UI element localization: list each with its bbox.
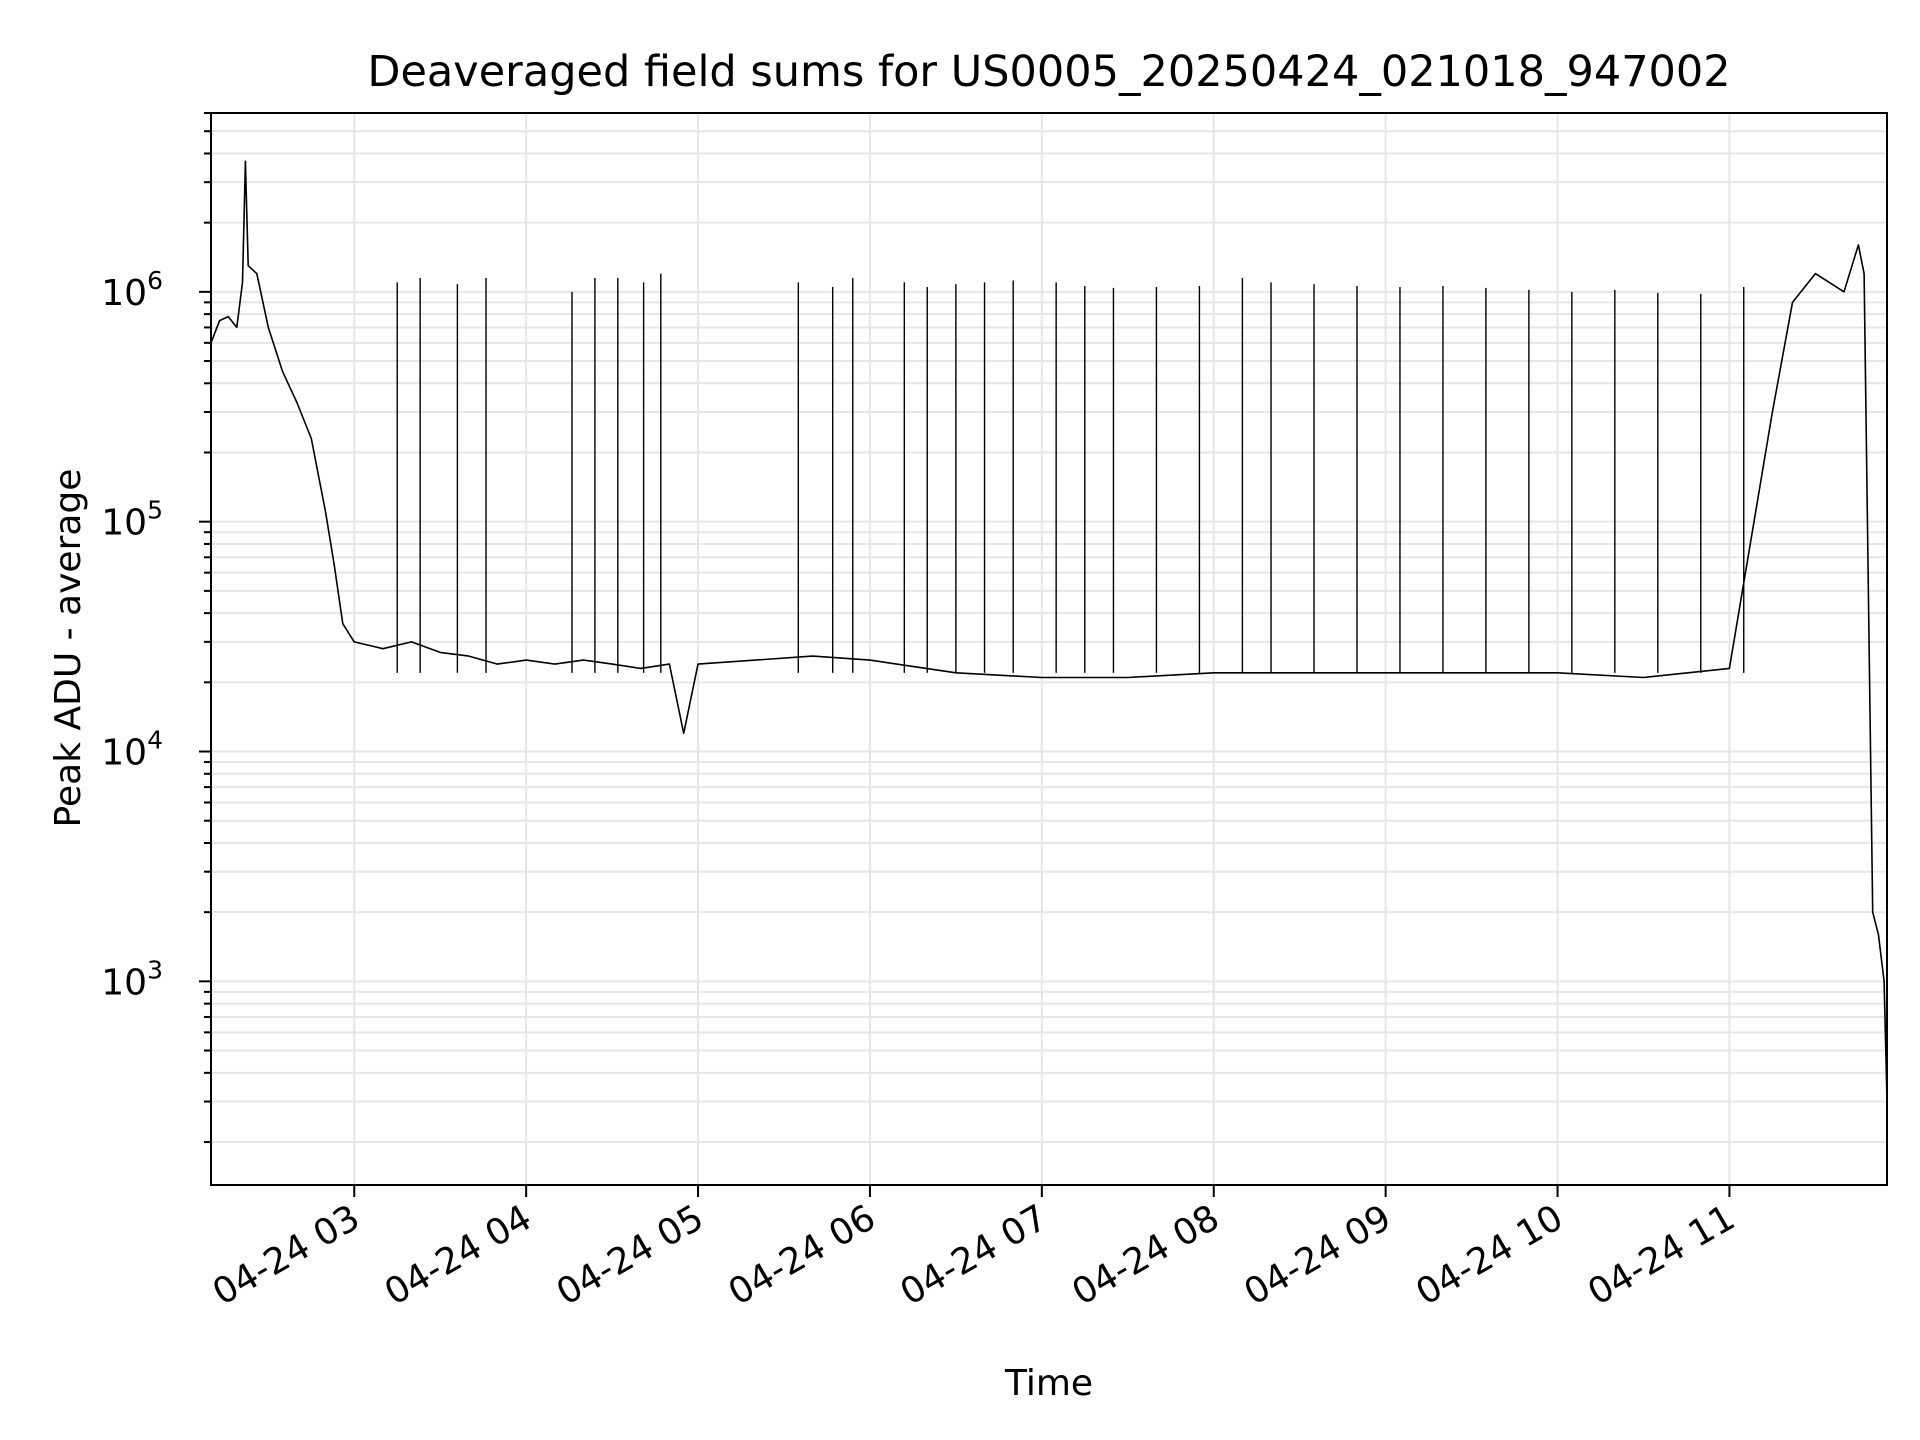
grid-lines [211, 112, 1887, 1185]
series-line [210, 160, 1888, 1102]
y-tick-label: 106 [101, 266, 163, 314]
chart-title: Deaveraged field sums for US0005_2025042… [367, 47, 1730, 97]
y-axis-label: Peak ADU - average [48, 469, 89, 828]
y-axis-ticks: 103 104 105 106 [101, 112, 211, 1144]
y-tick-label: 105 [101, 496, 163, 544]
plot-frame [210, 112, 1888, 1186]
y-tick-label: 104 [101, 726, 163, 774]
y-tick-label: 103 [101, 955, 163, 1003]
series-line-group [210, 160, 1888, 1102]
x-axis-label: Time [1004, 1363, 1093, 1404]
